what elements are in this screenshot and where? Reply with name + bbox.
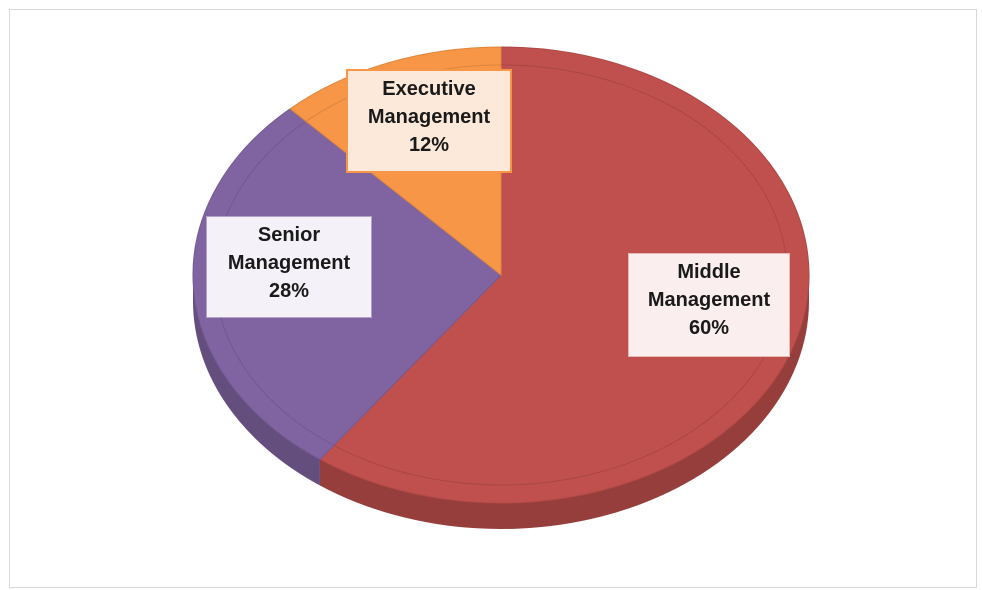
pie-side-middle-management <box>319 275 810 529</box>
slice-label-value: 60% <box>688 317 730 339</box>
slice-label-line: Management <box>227 252 351 274</box>
slice-label-line: Management <box>367 106 491 128</box>
slice-label-line: Executive <box>382 78 476 100</box>
pie-side-senior-management <box>193 275 320 486</box>
pie-slice-middle-management <box>319 46 810 504</box>
slice-label-senior-management: Senior Management 28% <box>206 216 372 318</box>
slice-label-line: Senior <box>257 224 321 246</box>
slice-label-line: Management <box>647 289 771 311</box>
slice-label-executive-management: Executive Management 12% <box>346 69 512 173</box>
slice-label-middle-management: Middle Management 60% <box>628 253 790 357</box>
slice-label-value: 12% <box>408 134 450 156</box>
pie-depth-sides <box>193 275 810 529</box>
slice-label-value: 28% <box>268 280 310 302</box>
slice-label-line: Middle <box>677 261 741 283</box>
